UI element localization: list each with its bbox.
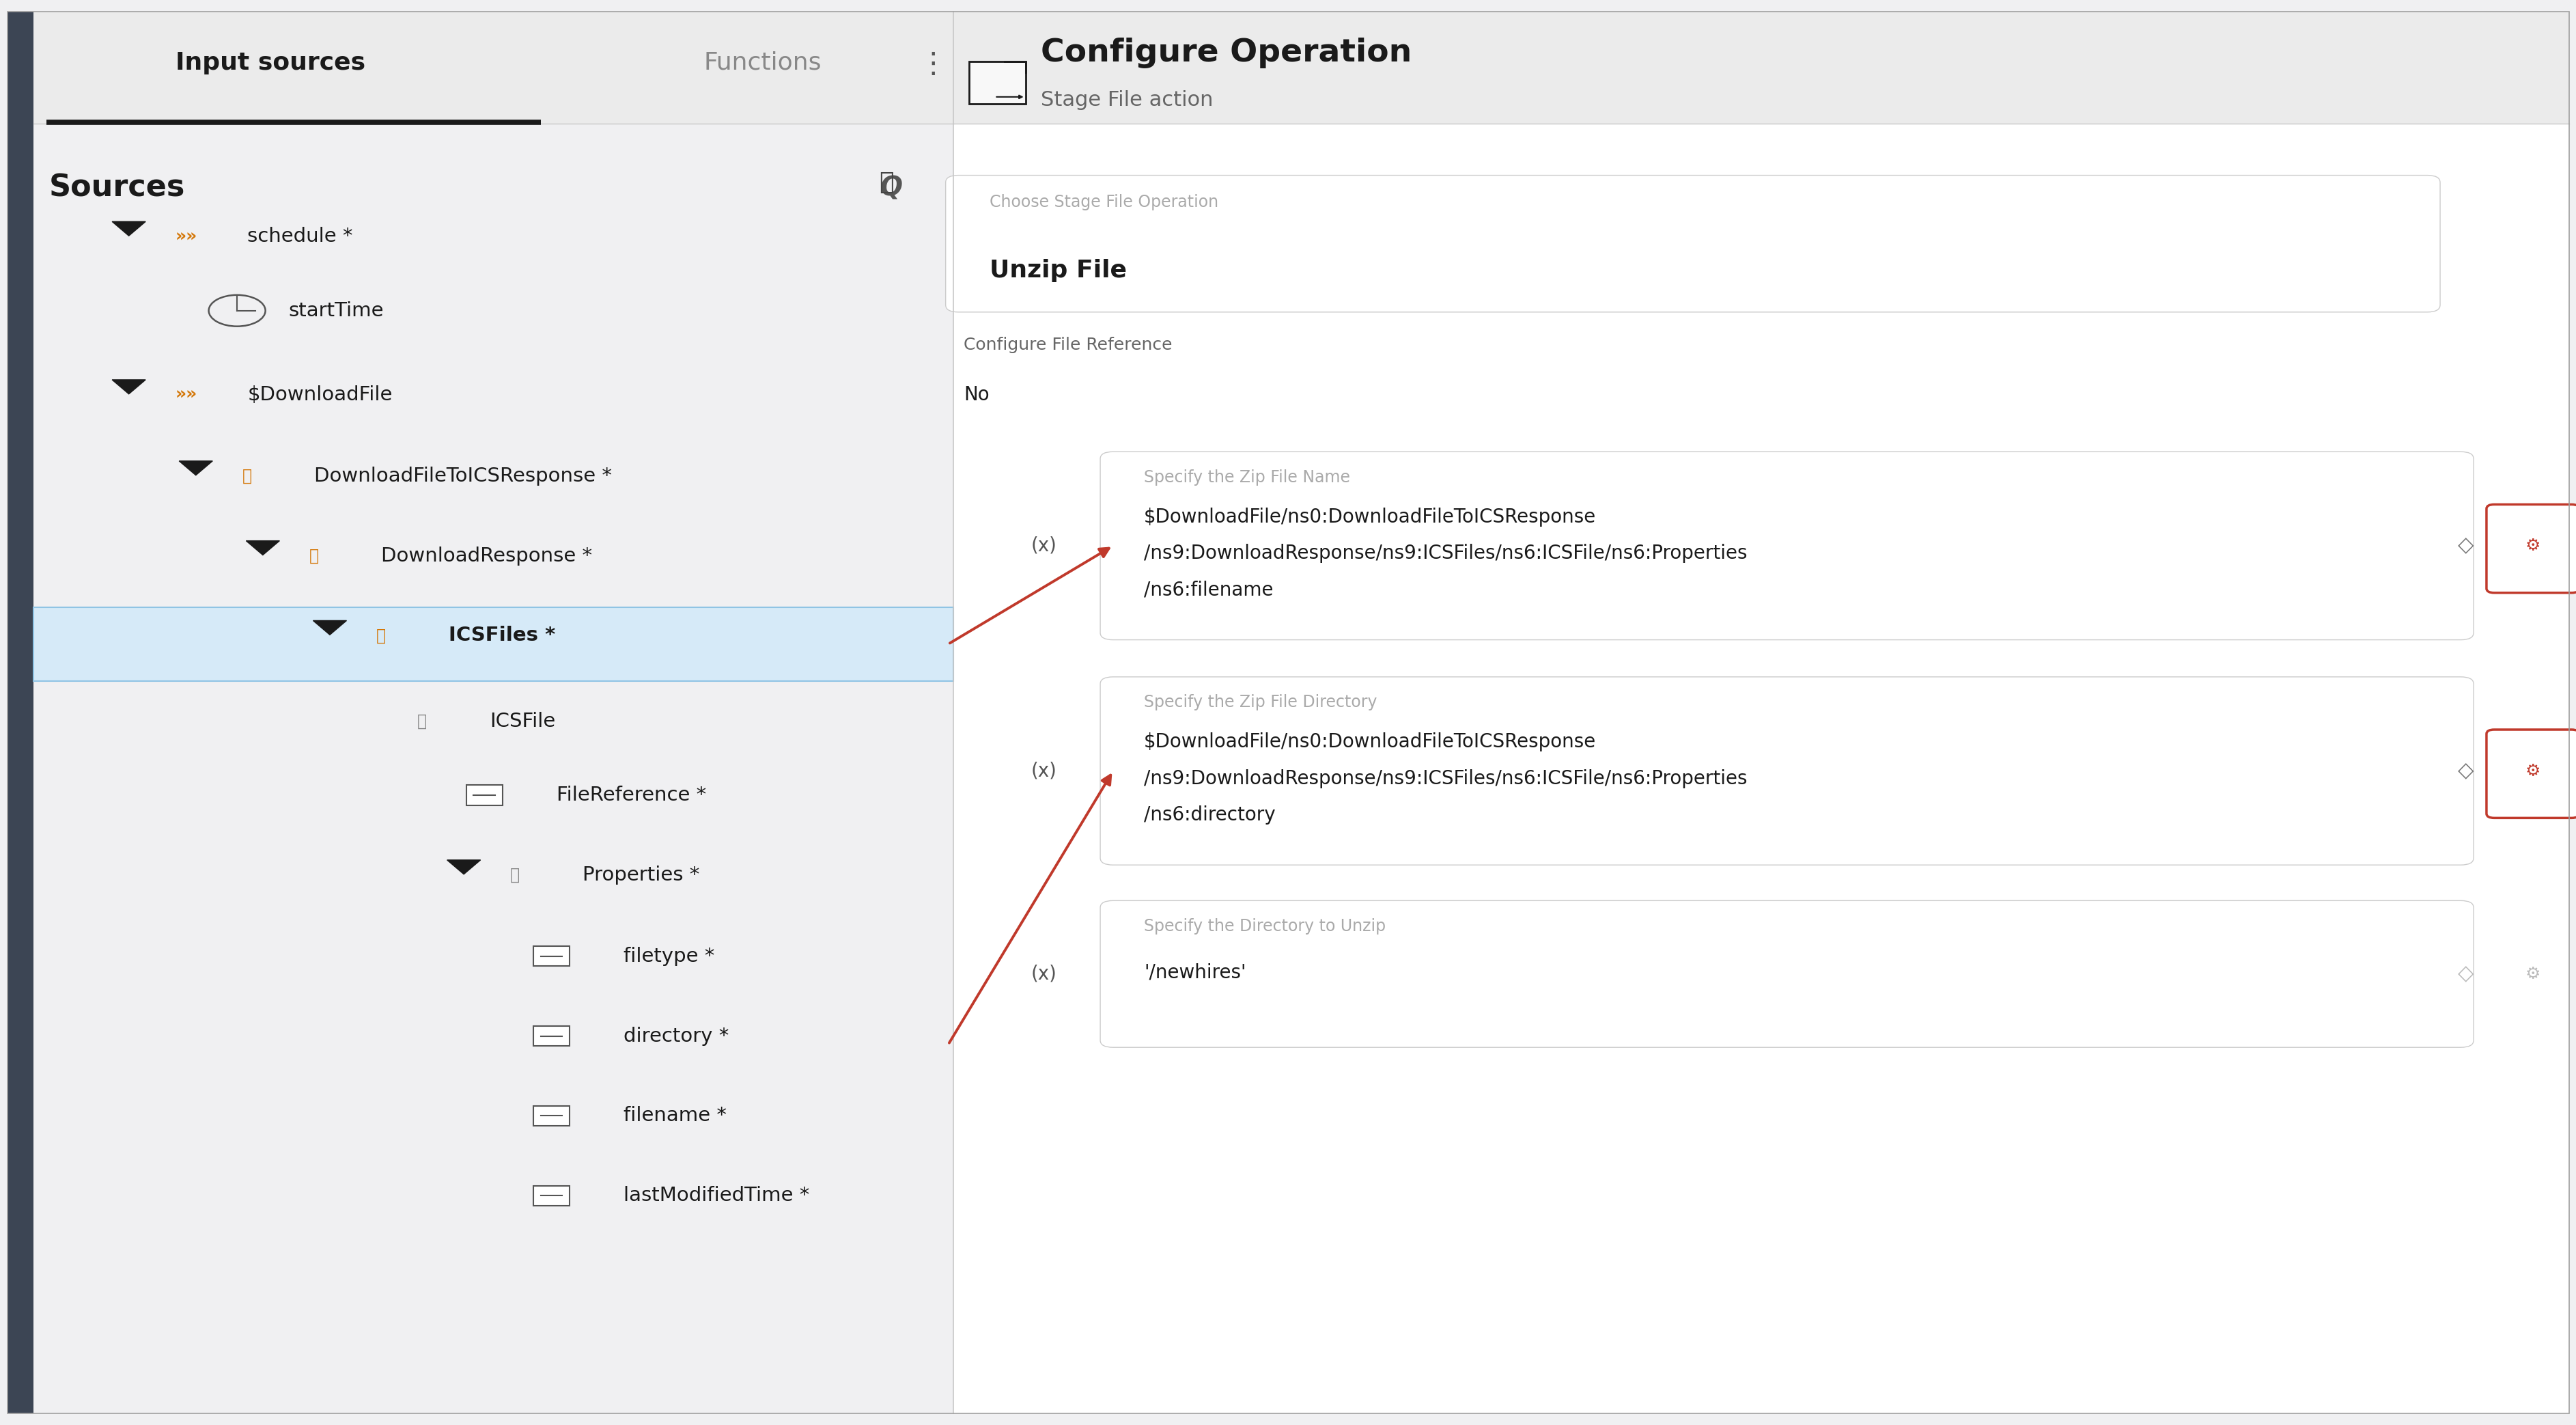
Text: »»: »» <box>175 228 198 245</box>
Text: ⛶: ⛶ <box>242 467 252 485</box>
FancyBboxPatch shape <box>466 785 502 805</box>
Text: filename *: filename * <box>623 1106 726 1126</box>
FancyBboxPatch shape <box>533 946 569 966</box>
Text: $DownloadFile/ns0:DownloadFileToICSResponse: $DownloadFile/ns0:DownloadFileToICSRespo… <box>1144 507 1597 526</box>
Text: ⛶: ⛶ <box>510 866 520 883</box>
Text: Stage File action: Stage File action <box>1041 90 1213 110</box>
FancyBboxPatch shape <box>33 11 953 124</box>
Text: /ns9:DownloadResponse/ns9:ICSFiles/ns6:ICSFile/ns6:Properties: /ns9:DownloadResponse/ns9:ICSFiles/ns6:I… <box>1144 770 1747 788</box>
FancyBboxPatch shape <box>953 11 2568 1414</box>
Polygon shape <box>113 380 144 395</box>
Text: ⚙: ⚙ <box>2524 537 2540 554</box>
Text: ⚙: ⚙ <box>2524 762 2540 779</box>
Polygon shape <box>247 542 281 554</box>
Text: ◇: ◇ <box>2458 536 2473 556</box>
Text: schedule *: schedule * <box>247 227 353 247</box>
FancyBboxPatch shape <box>8 11 33 1414</box>
Text: Unzip File: Unzip File <box>989 259 1126 282</box>
Text: ◇: ◇ <box>2458 965 2473 983</box>
Text: DownloadFileToICSResponse *: DownloadFileToICSResponse * <box>314 466 613 486</box>
Text: ICSFiles *: ICSFiles * <box>448 626 554 646</box>
Text: Functions: Functions <box>703 51 822 74</box>
Text: directory *: directory * <box>623 1026 729 1046</box>
Text: ◇: ◇ <box>2458 761 2473 781</box>
Text: FileReference *: FileReference * <box>556 785 706 805</box>
Text: startTime: startTime <box>289 301 384 321</box>
Text: '/newhires': '/newhires' <box>1144 962 1247 982</box>
FancyBboxPatch shape <box>1100 677 2473 865</box>
Text: Specify the Zip File Directory: Specify the Zip File Directory <box>1144 694 1378 711</box>
Polygon shape <box>178 462 211 475</box>
FancyBboxPatch shape <box>953 124 2568 1414</box>
FancyBboxPatch shape <box>969 61 1025 104</box>
Text: DownloadResponse *: DownloadResponse * <box>381 546 592 566</box>
Text: ⛶: ⛶ <box>376 627 386 644</box>
Text: Choose Stage File Operation: Choose Stage File Operation <box>989 194 1218 211</box>
Text: ⛶: ⛶ <box>309 547 319 564</box>
FancyBboxPatch shape <box>33 607 953 681</box>
Polygon shape <box>448 859 479 874</box>
FancyBboxPatch shape <box>2486 730 2576 818</box>
Text: Properties *: Properties * <box>582 865 698 885</box>
FancyBboxPatch shape <box>1100 901 2473 1047</box>
Text: /ns6:directory: /ns6:directory <box>1144 805 1275 825</box>
FancyBboxPatch shape <box>953 11 2568 124</box>
FancyBboxPatch shape <box>533 1106 569 1126</box>
Text: »»: »» <box>175 386 198 403</box>
Text: filetype *: filetype * <box>623 946 714 966</box>
FancyBboxPatch shape <box>533 1026 569 1046</box>
FancyBboxPatch shape <box>2486 504 2576 593</box>
FancyBboxPatch shape <box>8 11 953 1414</box>
Text: $DownloadFile: $DownloadFile <box>247 385 392 405</box>
FancyBboxPatch shape <box>1100 452 2473 640</box>
Text: ⚙: ⚙ <box>2524 966 2540 982</box>
Text: Specify the Directory to Unzip: Specify the Directory to Unzip <box>1144 918 1386 935</box>
FancyBboxPatch shape <box>533 1186 569 1206</box>
Text: Configure File Reference: Configure File Reference <box>963 336 1172 353</box>
Text: /ns9:DownloadResponse/ns9:ICSFiles/ns6:ICSFile/ns6:Properties: /ns9:DownloadResponse/ns9:ICSFiles/ns6:I… <box>1144 544 1747 563</box>
Text: /ns6:filename: /ns6:filename <box>1144 580 1273 600</box>
Polygon shape <box>113 222 144 235</box>
Polygon shape <box>314 621 345 636</box>
Text: ⋮: ⋮ <box>917 50 948 78</box>
Text: Q: Q <box>881 175 902 201</box>
Text: Input sources: Input sources <box>175 51 366 74</box>
FancyBboxPatch shape <box>945 175 2439 312</box>
Text: (x): (x) <box>1030 965 1056 983</box>
Text: ⌕: ⌕ <box>878 171 894 194</box>
Text: $DownloadFile/ns0:DownloadFileToICSResponse: $DownloadFile/ns0:DownloadFileToICSRespo… <box>1144 732 1597 751</box>
Text: No: No <box>963 385 989 405</box>
Text: ICSFile: ICSFile <box>489 711 556 731</box>
Text: ⛶: ⛶ <box>417 712 428 730</box>
Text: Sources: Sources <box>49 174 185 202</box>
Text: (x): (x) <box>1030 536 1056 556</box>
Text: lastModifiedTime *: lastModifiedTime * <box>623 1186 809 1206</box>
Text: Configure Operation: Configure Operation <box>1041 37 1412 68</box>
Text: Specify the Zip File Name: Specify the Zip File Name <box>1144 469 1350 486</box>
Text: (x): (x) <box>1030 761 1056 781</box>
